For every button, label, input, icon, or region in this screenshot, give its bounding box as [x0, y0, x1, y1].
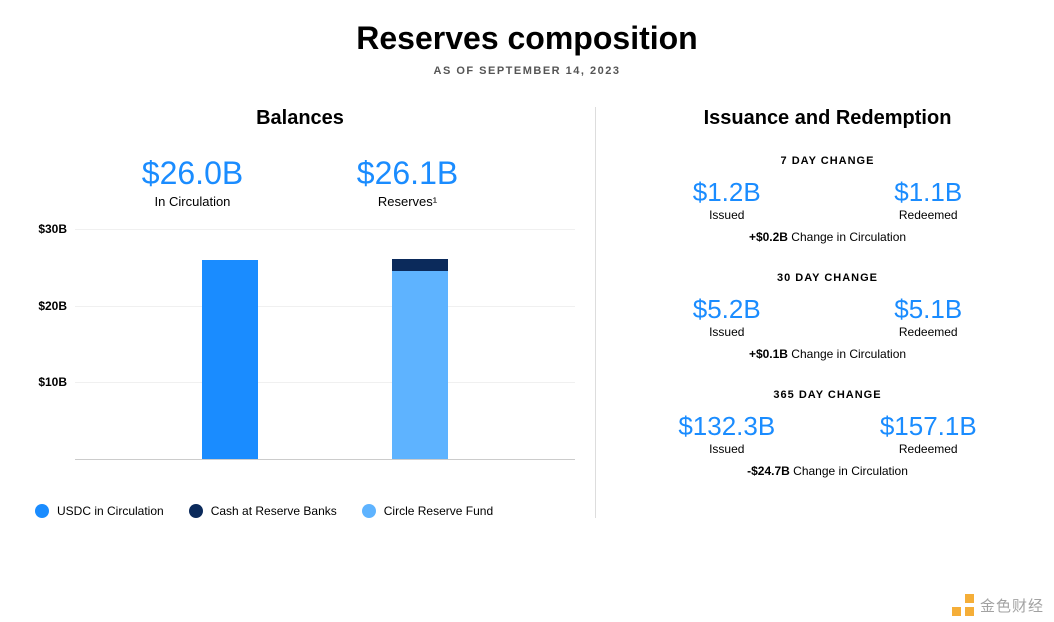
watermark-icon	[952, 594, 974, 616]
redeemed-block: $5.1BRedeemed	[894, 294, 962, 339]
bar-segment	[392, 271, 448, 459]
circulation-value: $26.0B	[142, 155, 243, 192]
balances-chart: $30B$20B$10B	[25, 229, 575, 489]
reserves-value: $26.1B	[357, 155, 458, 192]
legend-item: USDC in Circulation	[35, 504, 164, 518]
circulation-block: $26.0B In Circulation	[142, 155, 243, 209]
reserves-bar	[392, 259, 448, 459]
legend-label: USDC in Circulation	[57, 504, 164, 518]
page-title: Reserves composition	[25, 20, 1029, 57]
issued-value: $1.2B	[693, 177, 761, 208]
change-group: 365 DAY CHANGE $132.3BIssued $157.1BRedeem…	[626, 389, 1029, 478]
header: Reserves composition AS OF SEPTEMBER 14,…	[25, 20, 1029, 77]
legend-item: Circle Reserve Fund	[362, 504, 493, 518]
balances-panel: Balances $26.0B In Circulation $26.1B Re…	[25, 107, 595, 518]
change-period-label: 30 DAY CHANGE	[626, 272, 1029, 284]
issuance-panel: Issuance and Redemption 7 DAY CHANGE $1.2…	[595, 107, 1029, 518]
issued-value: $132.3B	[678, 411, 775, 442]
issued-label: Issued	[693, 208, 761, 222]
circulation-change: +$0.1B Change in Circulation	[626, 347, 1029, 361]
as-of-date: AS OF SEPTEMBER 14, 2023	[25, 65, 1029, 77]
legend-dot-icon	[35, 504, 49, 518]
redeemed-block: $157.1BRedeemed	[880, 411, 977, 456]
change-row: $5.2BIssued $5.1BRedeemed	[626, 294, 1029, 339]
legend-label: Cash at Reserve Banks	[211, 504, 337, 518]
redeemed-label: Redeemed	[894, 208, 962, 222]
change-group: 30 DAY CHANGE $5.2BIssued $5.1BRedeemed +$0…	[626, 272, 1029, 361]
change-group: 7 DAY CHANGE $1.2BIssued $1.1BRedeemed +$0.…	[626, 155, 1029, 244]
issuance-title: Issuance and Redemption	[626, 107, 1029, 130]
change-period-label: 365 DAY CHANGE	[626, 389, 1029, 401]
reserves-block: $26.1B Reserves¹	[357, 155, 458, 209]
legend-item: Cash at Reserve Banks	[189, 504, 337, 518]
issued-block: $1.2BIssued	[693, 177, 761, 222]
redeemed-value: $5.1B	[894, 294, 962, 325]
circulation-bar	[202, 260, 258, 459]
issued-label: Issued	[693, 325, 761, 339]
y-tick: $30B	[38, 222, 67, 236]
issuance-groups: 7 DAY CHANGE$1.2BIssued$1.1BRedeemed+$0.…	[626, 155, 1029, 478]
issued-value: $5.2B	[693, 294, 761, 325]
legend-label: Circle Reserve Fund	[384, 504, 493, 518]
change-period-label: 7 DAY CHANGE	[626, 155, 1029, 167]
y-tick: $10B	[38, 375, 67, 389]
redeemed-value: $1.1B	[894, 177, 962, 208]
circulation-change: +$0.2B Change in Circulation	[626, 230, 1029, 244]
watermark: 金色财经	[952, 594, 1044, 616]
legend-dot-icon	[189, 504, 203, 518]
redeemed-label: Redeemed	[894, 325, 962, 339]
watermark-text: 金色财经	[980, 595, 1044, 616]
chart-legend: USDC in Circulation Cash at Reserve Banks…	[25, 504, 575, 518]
circulation-label: In Circulation	[142, 194, 243, 209]
y-tick: $20B	[38, 299, 67, 313]
redeemed-block: $1.1BRedeemed	[894, 177, 962, 222]
balances-values: $26.0B In Circulation $26.1B Reserves¹	[25, 155, 575, 209]
redeemed-label: Redeemed	[880, 442, 977, 456]
reserves-label: Reserves¹	[357, 194, 458, 209]
change-row: $132.3BIssued $157.1BRedeemed	[626, 411, 1029, 456]
issued-label: Issued	[678, 442, 775, 456]
bar-segment	[202, 260, 258, 459]
change-row: $1.2BIssued $1.1BRedeemed	[626, 177, 1029, 222]
main-content: Balances $26.0B In Circulation $26.1B Re…	[25, 107, 1029, 518]
balances-title: Balances	[25, 107, 575, 130]
legend-dot-icon	[362, 504, 376, 518]
redeemed-value: $157.1B	[880, 411, 977, 442]
circulation-change: -$24.7B Change in Circulation	[626, 464, 1029, 478]
bar-segment	[392, 259, 448, 271]
issued-block: $132.3BIssued	[678, 411, 775, 456]
bars-area	[75, 229, 575, 459]
y-axis: $30B$20B$10B	[25, 229, 75, 459]
issued-block: $5.2BIssued	[693, 294, 761, 339]
